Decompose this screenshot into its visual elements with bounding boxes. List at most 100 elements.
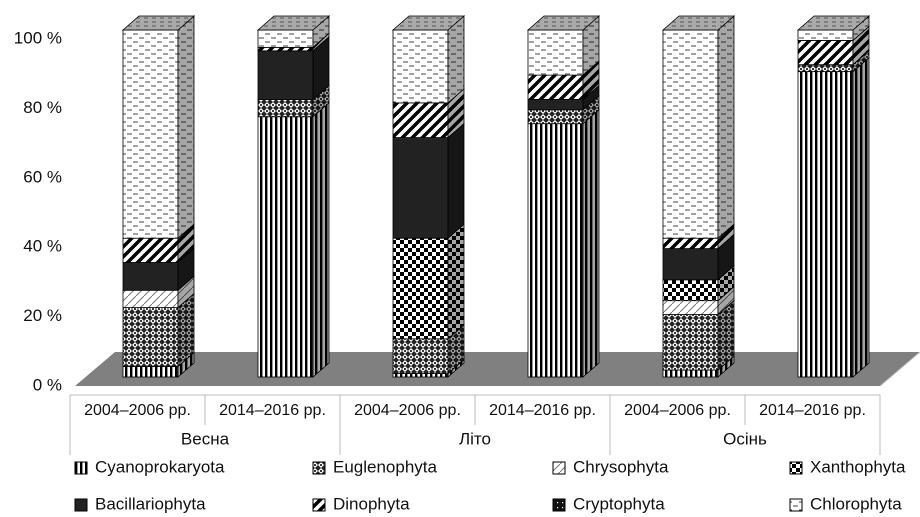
legend-swatch: [789, 461, 803, 475]
bar-side-shade: [178, 224, 194, 263]
legend-label: Cryptophyta: [573, 494, 665, 513]
legend-swatch: [552, 461, 566, 475]
bar-side-shade: [583, 95, 599, 124]
bar-side-shade: [718, 286, 734, 315]
bar-segment: [797, 64, 854, 73]
bar-side-shade: [448, 88, 464, 138]
bar-side-shade: [448, 224, 464, 339]
bar-side-shade: [718, 234, 734, 280]
y-tick-label: 60 %: [23, 167, 62, 186]
bar-segment: [662, 279, 719, 302]
bar-side-shade: [178, 293, 194, 367]
bar-segment: [797, 29, 854, 41]
x-tick-label: 2004–2006 рр.: [354, 402, 461, 419]
legend-label: Dinophyta: [333, 494, 410, 513]
bar-side-shade: [583, 109, 599, 377]
bar-segment: [662, 237, 719, 250]
y-tick-label: 0 %: [33, 375, 62, 394]
legend-swatch: [552, 498, 566, 512]
bar-segment: [392, 237, 449, 340]
bar-segment: [392, 338, 449, 374]
bar-side-shade: [583, 61, 599, 100]
bar-segment: [122, 307, 179, 367]
legend-swatch: [312, 461, 326, 475]
bar-side-shade: [853, 50, 869, 72]
y-tick-label: 80 %: [23, 98, 62, 117]
y-tick-label: 40 %: [23, 237, 62, 256]
bar-top: [661, 15, 736, 31]
bar-segment: [122, 289, 179, 309]
bar-side-shade: [853, 16, 869, 41]
x-tick-label: 2014–2016 рр.: [219, 402, 326, 419]
bar-top: [391, 15, 466, 31]
bar-top: [256, 15, 331, 31]
bar-segment: [527, 123, 584, 378]
bar-side-shade: [718, 265, 734, 301]
y-tick-label: 100 %: [14, 28, 62, 47]
legend-swatch: [312, 498, 326, 512]
bar-top: [526, 15, 601, 31]
bar-top: [796, 15, 871, 31]
legend-label: Euglenophyta: [333, 457, 438, 476]
bar-side-shade: [718, 16, 734, 239]
bar-side-shade: [313, 16, 329, 48]
bar-side-shade: [448, 324, 464, 374]
bar-side-shade: [583, 16, 599, 76]
bar-side-shade: [853, 26, 869, 65]
floor: [75, 352, 920, 386]
bar-side-shade: [178, 16, 194, 239]
bar-side-shade: [313, 36, 329, 100]
bar-segment: [392, 137, 449, 239]
bar-segment: [392, 102, 449, 138]
bar-segment: [662, 29, 719, 239]
bar-segment: [662, 300, 719, 315]
x-tick-label: 2004–2006 рр.: [84, 402, 191, 419]
bar-side-shade: [178, 276, 194, 308]
bar-segment: [122, 29, 179, 239]
group-label: Весна: [181, 429, 230, 448]
bar-side-shade: [583, 85, 599, 110]
group-label: Осінь: [723, 429, 767, 448]
bar-segment: [122, 262, 179, 291]
bar-top: [121, 15, 196, 31]
bar-side-shade: [178, 248, 194, 291]
legend-swatch: [789, 498, 803, 512]
group-label: Літо: [459, 429, 491, 448]
bar-segment: [527, 99, 584, 111]
x-tick-label: 2014–2016 рр.: [489, 402, 596, 419]
bar-side-shade: [178, 352, 194, 377]
bar-side-shade: [448, 359, 464, 377]
bar-segment: [257, 29, 314, 48]
y-tick-label: 20 %: [23, 306, 62, 325]
bar-segment: [662, 248, 719, 281]
bar-segment: [797, 40, 854, 66]
bar-segment: [662, 314, 719, 371]
bar-segment: [257, 99, 314, 118]
legend-label: Chlorophyta: [810, 494, 902, 513]
bar-side-shade: [718, 356, 734, 377]
bar-side-shade: [718, 224, 734, 249]
bar-side-shade: [313, 85, 329, 117]
bar-segment: [527, 109, 584, 125]
bar-side-shade: [448, 16, 464, 103]
bar-segment: [662, 369, 719, 378]
bar-segment: [257, 116, 314, 378]
legend-swatch: [74, 498, 88, 512]
bar-side-shade: [313, 102, 329, 377]
bar-side-shade: [448, 123, 464, 239]
bar-segment: [797, 71, 854, 378]
bar-segment: [257, 50, 314, 100]
legend-label: Xanthophyta: [810, 457, 906, 476]
bar-side-shade: [853, 57, 869, 377]
bar-segment: [122, 366, 179, 378]
x-tick-label: 2004–2006 рр.: [624, 402, 731, 419]
bar-side-shade: [718, 300, 734, 371]
table-line: [879, 351, 920, 387]
legend-label: Chrysophyta: [573, 457, 669, 476]
bar-segment: [257, 46, 314, 52]
bar-segment: [392, 29, 449, 104]
legend-swatch: [74, 461, 88, 475]
x-tick-label: 2014–2016 рр.: [759, 402, 866, 419]
